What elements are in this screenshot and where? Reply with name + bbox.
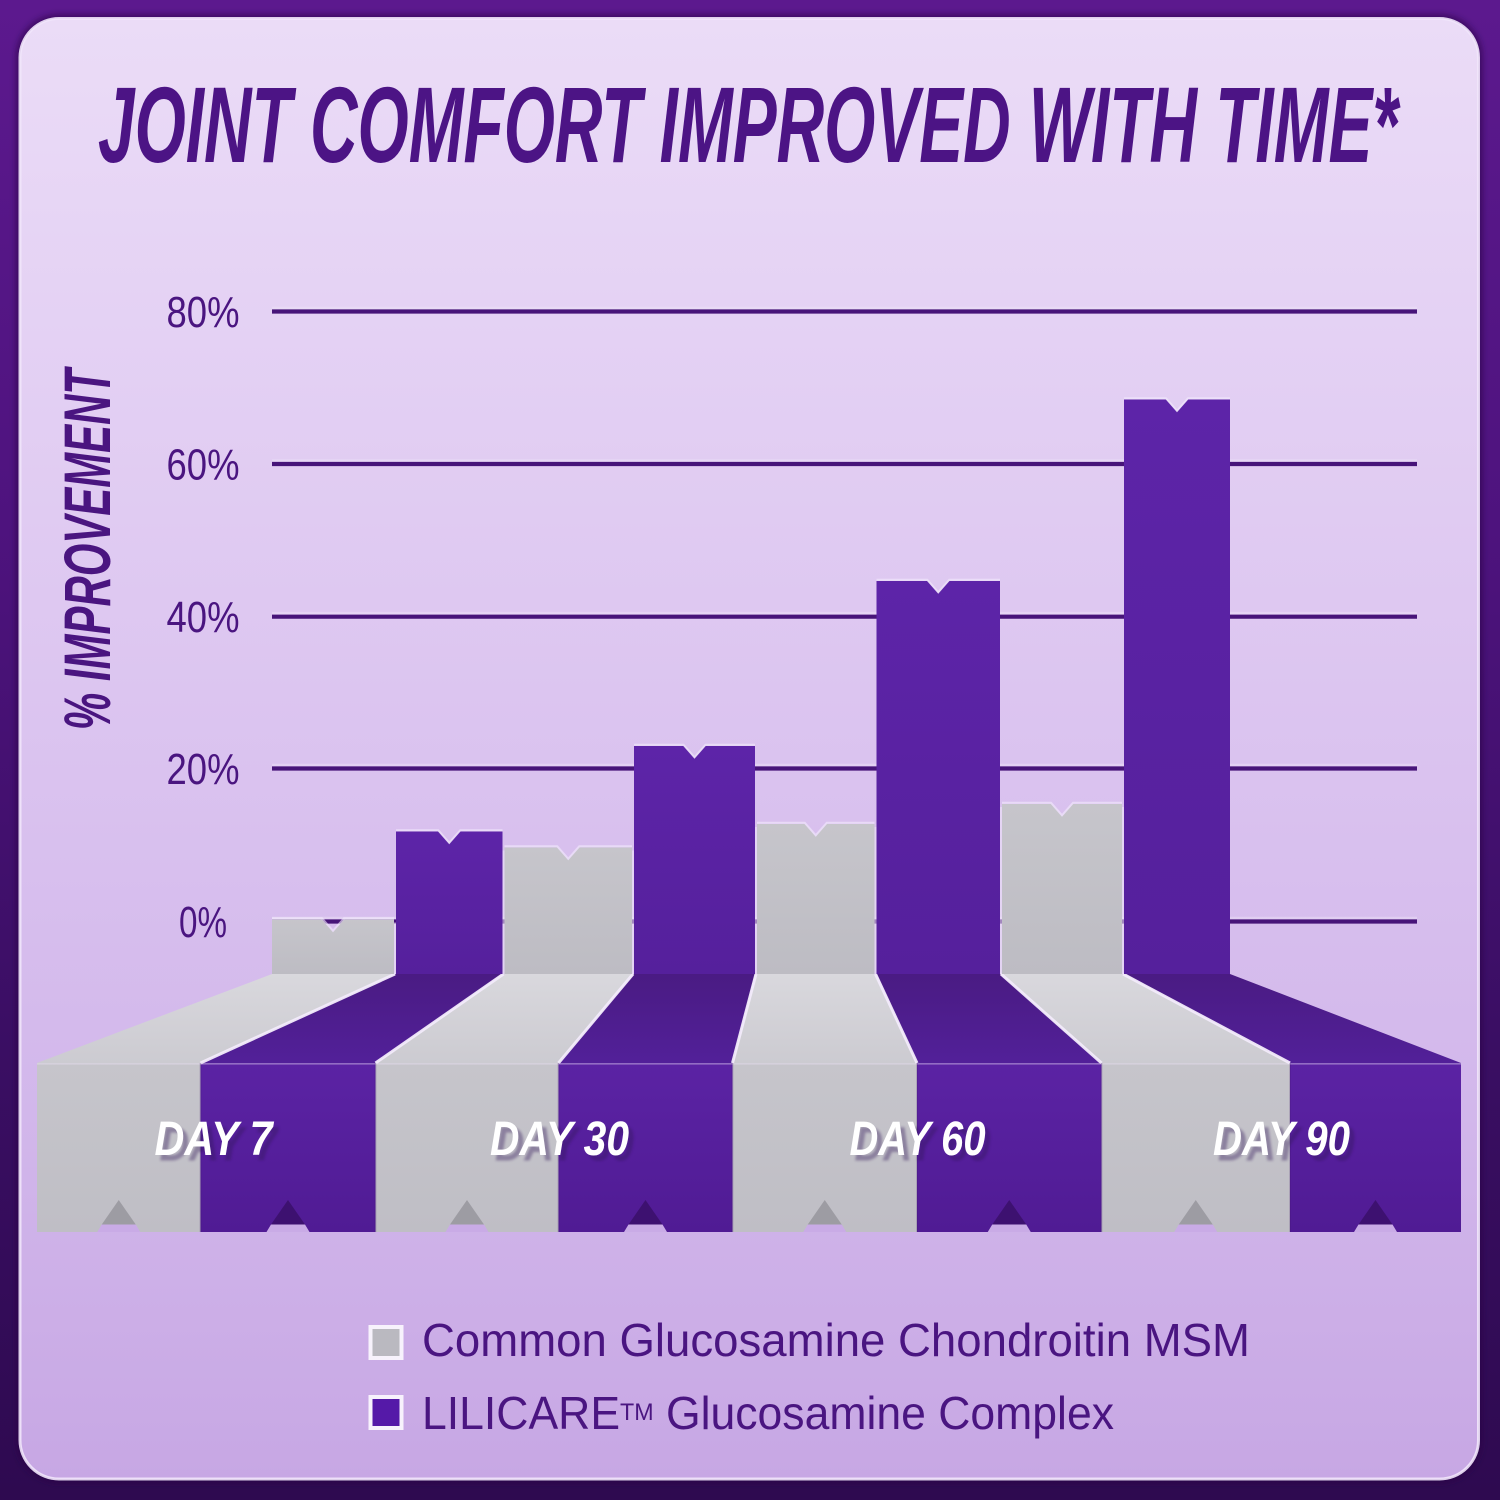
svg-text:LILICARETM Glucosamine Complex: LILICARETM Glucosamine Complex xyxy=(422,1387,1114,1439)
svg-text:80%: 80% xyxy=(167,288,240,337)
svg-text:% IMPROVEMENT: % IMPROVEMENT xyxy=(50,366,124,730)
svg-text:DAY 60: DAY 60 xyxy=(850,1113,986,1166)
svg-text:DAY 60: DAY 60 xyxy=(855,1119,991,1172)
svg-text:0%: 0% xyxy=(179,898,227,947)
svg-text:Common Glucosamine Chondroitin: Common Glucosamine Chondroitin MSM xyxy=(422,1314,1250,1366)
svg-text:40%: 40% xyxy=(167,593,240,642)
svg-text:60%: 60% xyxy=(167,441,240,490)
svg-text:DAY 90: DAY 90 xyxy=(1213,1113,1350,1166)
svg-text:DAY 30: DAY 30 xyxy=(490,1113,629,1166)
svg-text:DAY 7: DAY 7 xyxy=(160,1119,280,1172)
svg-text:JOINT COMFORT IMPROVED WITH TI: JOINT COMFORT IMPROVED WITH TIME* xyxy=(98,64,1401,185)
svg-text:DAY 90: DAY 90 xyxy=(1218,1119,1355,1172)
svg-text:DAY 30: DAY 30 xyxy=(495,1119,634,1172)
svg-text:DAY 7: DAY 7 xyxy=(155,1113,275,1166)
svg-text:20%: 20% xyxy=(167,745,240,794)
